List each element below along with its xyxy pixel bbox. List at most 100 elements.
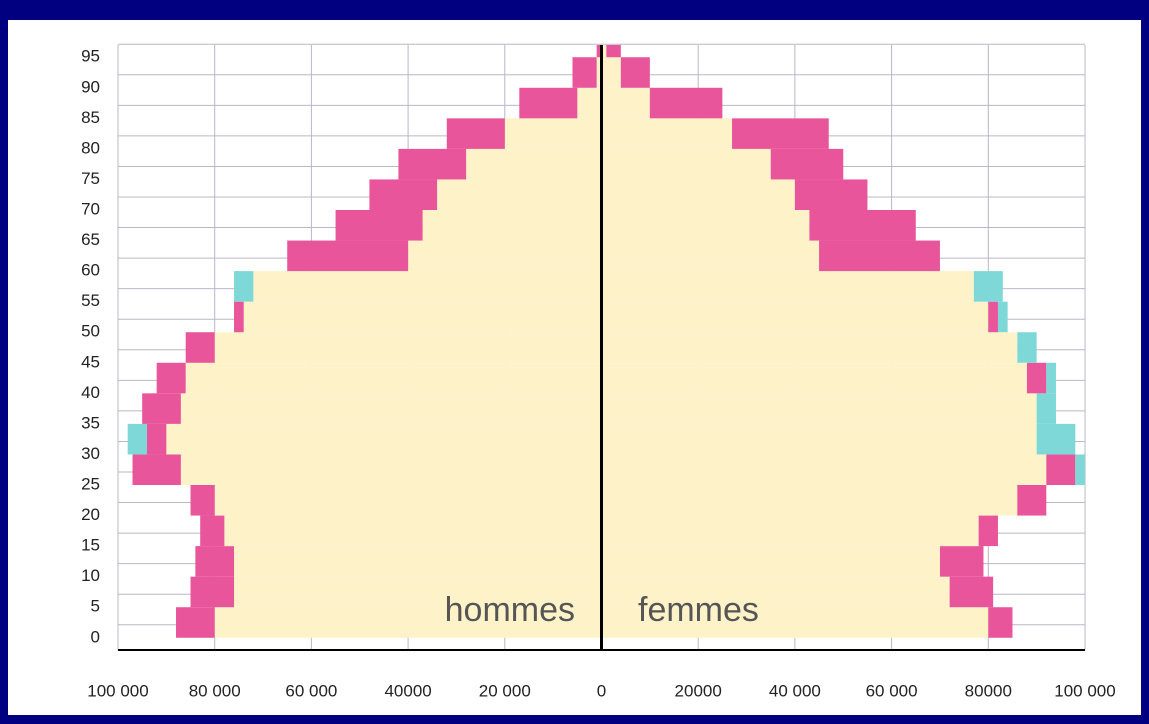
right-bar bbox=[601, 515, 979, 547]
left-bar bbox=[147, 423, 167, 455]
right-bar bbox=[1017, 332, 1037, 363]
left-bar bbox=[166, 423, 602, 455]
left-bar bbox=[142, 393, 181, 424]
left-bar bbox=[408, 240, 602, 272]
left-bar bbox=[369, 179, 438, 210]
right-bar bbox=[601, 454, 1047, 485]
y-tick-label: 35 bbox=[81, 413, 100, 432]
left-bar bbox=[398, 148, 467, 180]
y-tick-label: 90 bbox=[81, 77, 100, 96]
right-bar bbox=[819, 240, 940, 272]
x-tick-label: 60 000 bbox=[285, 681, 337, 700]
x-tick-label: 20 000 bbox=[479, 681, 531, 700]
y-tick-label: 30 bbox=[81, 444, 100, 463]
left-bar bbox=[214, 607, 602, 638]
annotation: femmes bbox=[638, 591, 759, 629]
y-tick-label: 75 bbox=[81, 169, 100, 188]
left-bar bbox=[287, 240, 409, 272]
left-bar bbox=[466, 148, 602, 180]
right-bar bbox=[809, 210, 916, 241]
left-bar bbox=[422, 210, 602, 241]
y-tick-label: 45 bbox=[81, 352, 100, 371]
left-bar bbox=[180, 393, 602, 424]
y-tick-label: 70 bbox=[81, 199, 100, 218]
right-bar bbox=[601, 576, 950, 608]
right-bar bbox=[601, 485, 1018, 516]
left-bar bbox=[577, 87, 602, 119]
x-tick-label: 20000 bbox=[675, 681, 722, 700]
right-bar bbox=[601, 57, 621, 88]
right-bar bbox=[949, 576, 994, 608]
left-bar bbox=[185, 332, 215, 363]
left-bar bbox=[132, 454, 181, 485]
right-bar bbox=[601, 271, 974, 302]
x-tick-label: 60 000 bbox=[866, 681, 918, 700]
x-tick-label: 80 000 bbox=[189, 681, 241, 700]
left-bar bbox=[180, 454, 602, 485]
right-bar bbox=[620, 57, 650, 88]
right-bar bbox=[601, 118, 733, 149]
right-bar bbox=[1036, 393, 1056, 424]
left-bar bbox=[446, 118, 505, 149]
left-bar bbox=[156, 362, 186, 394]
right-bar bbox=[1046, 362, 1056, 394]
left-bar bbox=[127, 423, 148, 455]
left-bar bbox=[437, 179, 602, 210]
left-bar bbox=[234, 271, 254, 302]
right-bar bbox=[601, 301, 989, 333]
x-tick-label: 0 bbox=[597, 681, 606, 700]
left-bar bbox=[596, 45, 602, 58]
y-tick-label: 50 bbox=[81, 322, 100, 341]
left-bar bbox=[234, 576, 602, 608]
right-bar bbox=[1046, 454, 1076, 485]
right-bar bbox=[601, 45, 607, 58]
right-bar bbox=[794, 179, 868, 210]
right-bar bbox=[988, 607, 1013, 638]
left-bar bbox=[224, 515, 602, 547]
x-tick-label: 40000 bbox=[384, 681, 431, 700]
right-bar bbox=[601, 607, 989, 638]
left-bar bbox=[234, 546, 602, 577]
right-bar bbox=[997, 301, 1008, 333]
y-tick-label: 10 bbox=[81, 566, 100, 585]
right-bar bbox=[601, 87, 650, 119]
right-bar bbox=[770, 148, 844, 180]
y-tick-label: 5 bbox=[91, 597, 100, 616]
left-bar bbox=[176, 607, 215, 638]
y-tick-label: 60 bbox=[81, 261, 100, 280]
right-bar bbox=[1017, 485, 1047, 516]
y-tick-label: 20 bbox=[81, 505, 100, 524]
left-bar bbox=[253, 271, 602, 302]
left-bar bbox=[335, 210, 423, 241]
left-bar bbox=[190, 485, 215, 516]
y-tick-label: 40 bbox=[81, 383, 100, 402]
left-bar bbox=[519, 87, 578, 119]
y-tick-label: 15 bbox=[81, 536, 100, 555]
annotation: hommes bbox=[445, 591, 575, 629]
right-bar bbox=[601, 332, 1018, 363]
x-tick-label: 80000 bbox=[965, 681, 1012, 700]
y-tick-label: 25 bbox=[81, 474, 100, 493]
right-bar bbox=[601, 423, 1037, 455]
right-bar bbox=[601, 362, 1027, 394]
right-bar bbox=[601, 393, 1037, 424]
right-bar bbox=[606, 45, 621, 58]
left-bar bbox=[214, 485, 602, 516]
right-bar bbox=[601, 148, 771, 180]
y-tick-label: 85 bbox=[81, 108, 100, 127]
right-bar bbox=[978, 515, 998, 547]
x-tick-label: 40 000 bbox=[769, 681, 821, 700]
x-tick-label: 100 000 bbox=[87, 681, 148, 700]
left-bar bbox=[572, 57, 597, 88]
left-bar bbox=[214, 332, 602, 363]
y-tick-label: 95 bbox=[81, 47, 100, 66]
y-tick-label: 0 bbox=[91, 627, 100, 646]
right-bar bbox=[1026, 362, 1047, 394]
y-tick-label: 55 bbox=[81, 291, 100, 310]
left-bar bbox=[504, 118, 602, 149]
left-bar bbox=[243, 301, 602, 333]
right-bar bbox=[988, 301, 998, 333]
x-tick-label: 100 000 bbox=[1054, 681, 1115, 700]
right-bar bbox=[1075, 454, 1085, 485]
